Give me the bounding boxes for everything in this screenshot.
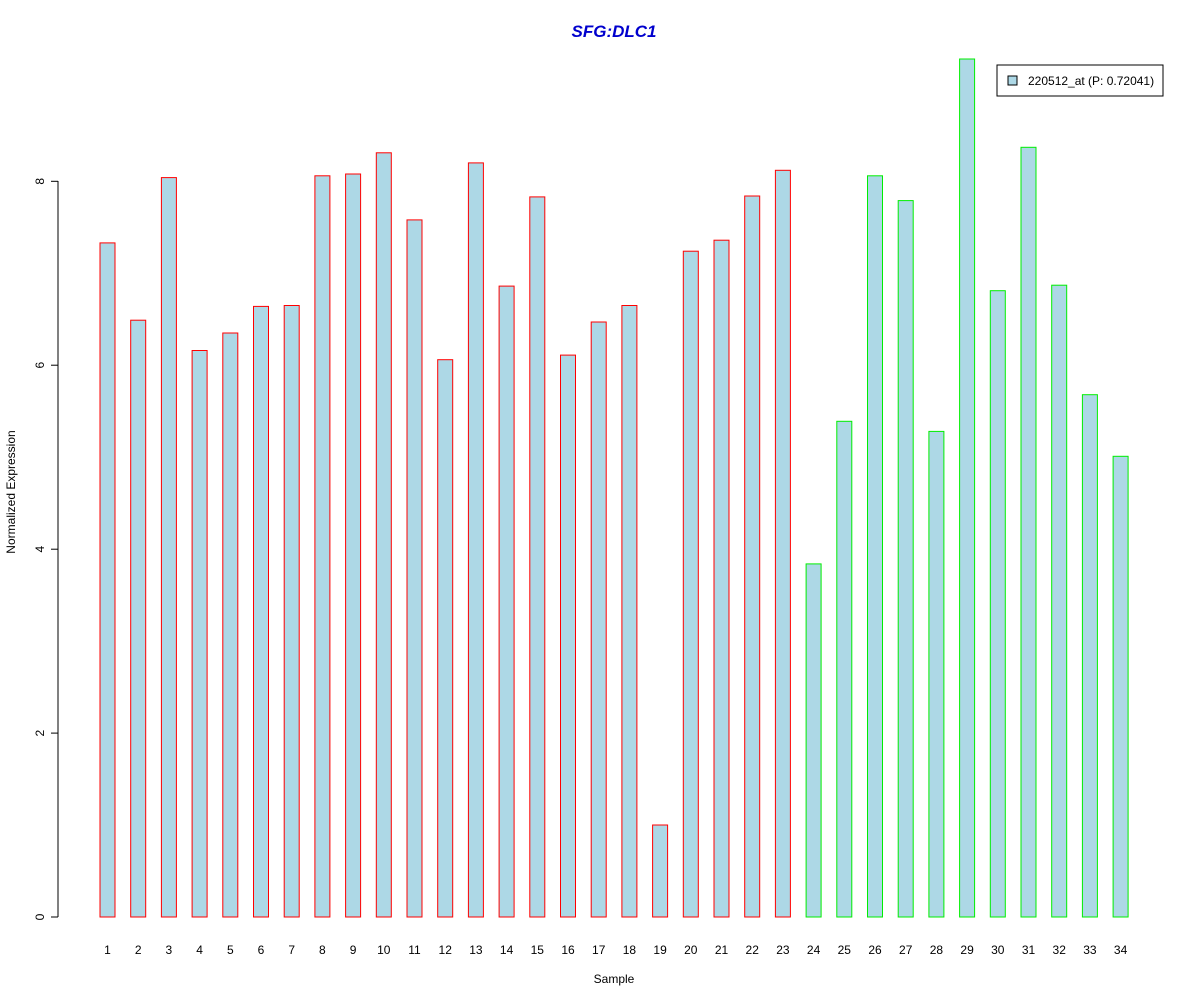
x-tick-label: 26 [868, 943, 882, 957]
x-tick-label: 9 [350, 943, 357, 957]
bar-sample-16 [560, 354, 576, 918]
bar-sample-6 [253, 305, 269, 918]
bar-sample-11 [406, 219, 423, 918]
x-tick-label: 5 [227, 943, 234, 957]
bar-sample-14 [498, 285, 515, 918]
x-tick-label: 11 [408, 943, 421, 957]
x-tick-label: 31 [1022, 943, 1036, 957]
bar-sample-33 [1081, 394, 1098, 918]
x-tick-label: 30 [991, 943, 1005, 957]
x-tick-label: 19 [653, 943, 667, 957]
y-tick-label: 8 [33, 178, 47, 185]
legend: 220512_at (P: 0.72041) [996, 64, 1164, 97]
bar-sample-22 [744, 195, 761, 918]
bar-sample-31 [1020, 146, 1037, 918]
x-tick-labels: 1 2 3 4 5 6 7 8 9 10 11 12 13 14 15 16 17 18 19 20 21 22 23 24 2… [104, 943, 1127, 957]
y-tick-label: 6 [33, 362, 47, 369]
bar-sample-18 [621, 305, 638, 918]
bar-sample-32 [1051, 284, 1068, 918]
bar-sample-13 [467, 162, 484, 918]
y-tick-label: 2 [33, 729, 47, 736]
legend-label: 220512_at (P: 0.72041) [1028, 74, 1154, 88]
x-tick-label: 15 [531, 943, 545, 957]
x-tick-label: 4 [196, 943, 203, 957]
bar-sample-9 [345, 173, 362, 918]
bar-sample-8 [314, 175, 331, 918]
x-tick-label: 10 [377, 943, 391, 957]
y-axis: 0 2 4 6 8 [33, 178, 59, 920]
bar-sample-28 [928, 430, 945, 918]
bar-sample-1 [99, 242, 116, 918]
x-tick-label: 7 [288, 943, 295, 957]
x-tick-label: 22 [746, 943, 760, 957]
bar-sample-25 [836, 420, 853, 918]
bar-sample-27 [897, 200, 914, 918]
x-tick-label: 23 [776, 943, 790, 957]
bar-sample-2 [130, 319, 147, 918]
bars-group [99, 58, 1129, 918]
bar-sample-21 [713, 239, 730, 918]
x-tick-label: 28 [930, 943, 944, 957]
x-tick-label: 8 [319, 943, 326, 957]
bar-sample-20 [682, 250, 699, 918]
bar-sample-30 [989, 290, 1006, 918]
y-axis-label: Normalized Expression [4, 430, 18, 553]
bar-sample-26 [867, 175, 883, 918]
x-tick-label: 18 [623, 943, 637, 957]
x-tick-label: 34 [1114, 943, 1128, 957]
x-tick-label: 1 [104, 943, 111, 957]
x-tick-label: 16 [561, 943, 575, 957]
x-tick-label: 27 [899, 943, 913, 957]
x-tick-label: 24 [807, 943, 821, 957]
x-tick-label: 29 [960, 943, 974, 957]
x-axis-label: Sample [594, 972, 635, 986]
bar-sample-3 [160, 177, 177, 918]
x-tick-label: 25 [838, 943, 852, 957]
bar-sample-12 [437, 359, 454, 918]
x-tick-label: 6 [258, 943, 265, 957]
legend-box [996, 64, 1164, 97]
x-tick-label: 33 [1083, 943, 1097, 957]
bar-sample-4 [191, 350, 208, 918]
bar-sample-10 [375, 152, 392, 918]
x-tick-label: 17 [592, 943, 606, 957]
x-tick-label: 21 [715, 943, 729, 957]
y-tick-label: 4 [33, 546, 47, 553]
x-tick-label: 14 [500, 943, 514, 957]
bar-sample-5 [222, 332, 239, 918]
bar-sample-24 [805, 563, 822, 918]
y-tick-label: 0 [33, 913, 47, 920]
chart-title: SFG:DLC1 [572, 22, 657, 41]
bar-sample-29 [959, 58, 976, 918]
bar-sample-15 [529, 196, 546, 918]
x-tick-label: 12 [439, 943, 453, 957]
x-tick-label: 2 [135, 943, 142, 957]
x-tick-label: 13 [469, 943, 483, 957]
x-tick-label: 32 [1053, 943, 1067, 957]
bar-sample-17 [590, 321, 607, 918]
bar-sample-34 [1112, 455, 1129, 918]
bar-sample-7 [283, 305, 300, 918]
legend-swatch [1007, 75, 1018, 86]
bar-sample-19 [652, 824, 669, 918]
x-tick-label: 3 [166, 943, 173, 957]
x-tick-label: 20 [684, 943, 698, 957]
bar-sample-23 [774, 169, 791, 918]
